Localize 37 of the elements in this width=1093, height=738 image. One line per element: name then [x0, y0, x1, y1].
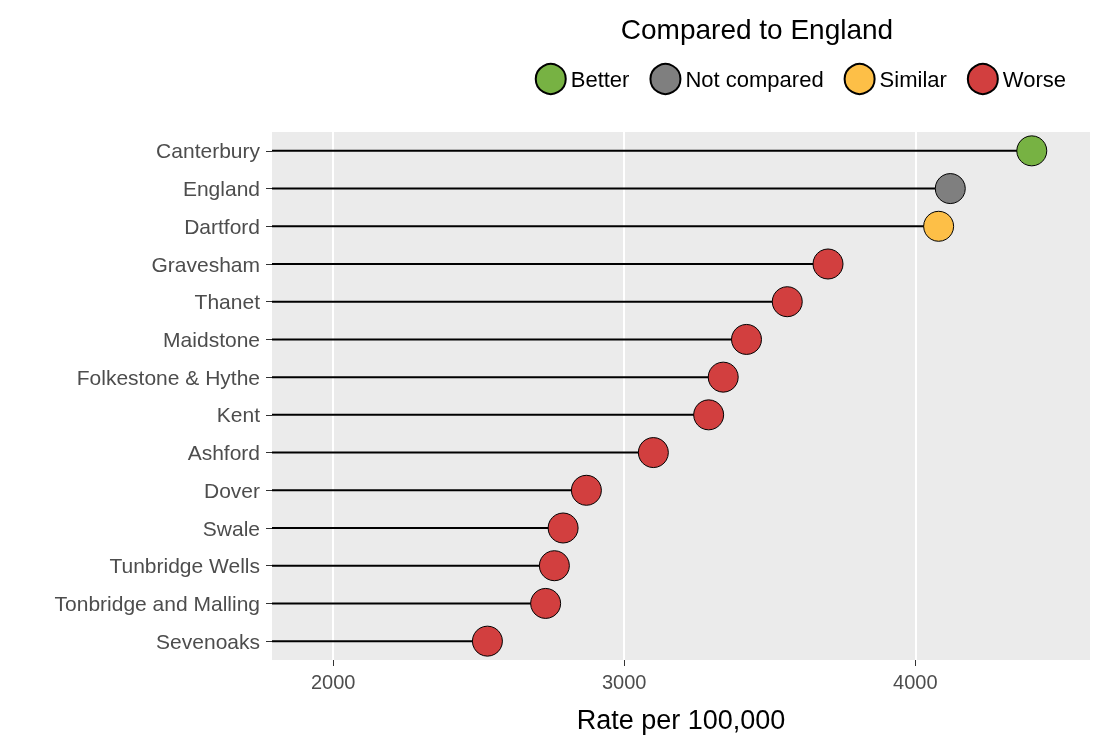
x-tick-label: 3000 [601, 671, 647, 693]
legend-label: Better [570, 66, 630, 92]
y-tick-label: Swale [202, 516, 260, 540]
point [530, 587, 562, 619]
point [637, 437, 669, 469]
y-tick-label: Kent [216, 403, 261, 427]
y-tick-label: Maidstone [163, 327, 260, 351]
point [547, 512, 579, 544]
point [538, 550, 570, 582]
legend-label: Worse [1002, 66, 1067, 92]
legend-label: Not compared [685, 66, 824, 92]
point [570, 474, 602, 506]
y-tick-label: Tonbridge and Malling [54, 591, 260, 615]
point [707, 361, 739, 393]
x-tick-label: 4000 [893, 671, 938, 693]
point [934, 173, 966, 205]
point [693, 399, 725, 431]
point [471, 625, 503, 657]
x-axis-title: Rate per 100,000 [576, 704, 786, 735]
point [812, 248, 844, 280]
y-tick-label: Tunbridge Wells [109, 554, 260, 578]
legend-label: Similar [879, 66, 947, 92]
y-tick-label: Dartford [184, 214, 260, 238]
y-tick-label: Ashford [187, 441, 260, 465]
point [731, 323, 762, 355]
point [771, 286, 803, 318]
point [1016, 135, 1048, 167]
y-tick-label: Sevenoaks [156, 629, 260, 653]
y-tick-label: Gravesham [151, 252, 260, 276]
y-tick-label: Folkestone & Hythe [76, 365, 260, 389]
y-tick-label: England [182, 177, 260, 201]
legend-title: Compared to England [620, 13, 894, 45]
x-tick-label: 2000 [310, 671, 356, 693]
point [923, 210, 955, 242]
y-tick-label: Dover [203, 478, 260, 502]
y-tick-label: Thanet [194, 290, 261, 314]
y-tick-label: Canterbury [156, 139, 261, 163]
